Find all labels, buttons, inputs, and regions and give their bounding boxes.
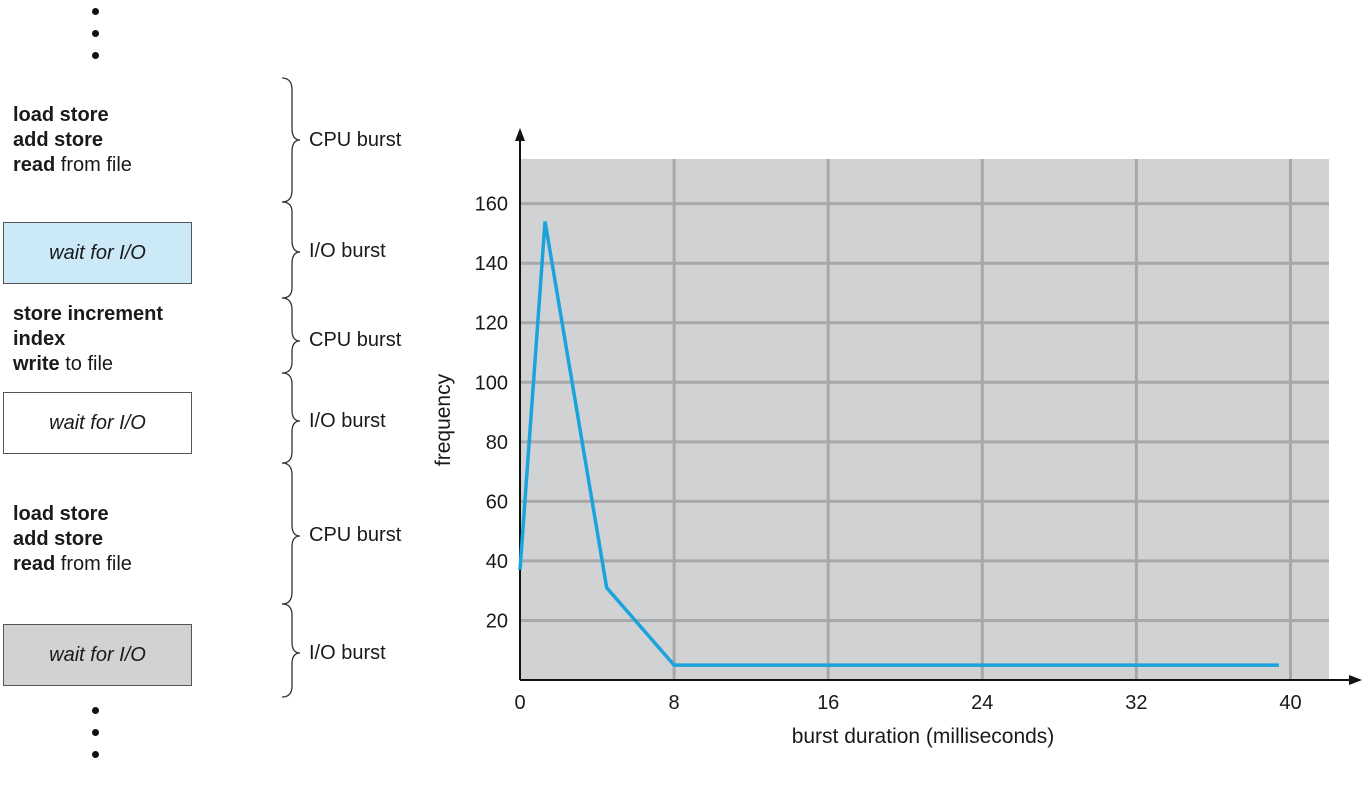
- instruction: add store: [13, 528, 104, 550]
- instruction-operand: to file: [59, 353, 114, 375]
- y-tick-label: 120: [475, 313, 508, 335]
- instruction: write: [13, 353, 60, 375]
- cpu-instructions-1: load store add store read from file: [13, 103, 132, 178]
- brace-io-1: [281, 201, 301, 299]
- brace-io-2: [281, 372, 301, 464]
- continuation-dots-bottom: [92, 707, 104, 773]
- io-burst-label: I/O burst: [309, 642, 386, 664]
- io-wait-box-3: wait for I/O: [3, 624, 192, 686]
- dot: [92, 30, 99, 37]
- instruction: load store: [13, 503, 109, 525]
- dot: [92, 751, 99, 758]
- axes: [515, 128, 1362, 685]
- grid: [520, 159, 1329, 680]
- cpu-burst-label: CPU burst: [309, 329, 402, 351]
- y-tick-label: 160: [475, 194, 508, 216]
- y-tick-label: 40: [486, 551, 508, 573]
- io-wait-box-1: wait for I/O: [3, 222, 192, 284]
- y-tick-label: 100: [475, 372, 508, 394]
- cpu-burst-label: CPU burst: [309, 524, 402, 546]
- instruction: read: [13, 553, 56, 575]
- y-tick-label: 60: [486, 491, 508, 513]
- series: [518, 221, 1280, 667]
- y-tick-label: 80: [486, 432, 508, 454]
- x-axis-arrowhead: [1349, 675, 1362, 685]
- instruction: index: [13, 328, 66, 350]
- instruction: add store: [13, 129, 104, 151]
- x-axis-label: burst duration (milliseconds): [792, 725, 1055, 748]
- x-tick-label: 16: [817, 692, 839, 714]
- instruction-operand: from file: [55, 553, 132, 575]
- instruction-operand: from file: [55, 154, 132, 176]
- io-wait-box-2: wait for I/O: [3, 392, 192, 454]
- brace-cpu-3: [281, 462, 301, 605]
- io-burst-label: I/O burst: [309, 240, 386, 262]
- io-wait-label: wait for I/O: [49, 241, 146, 264]
- tick-labels: 0 8 16 24 32 40 20 40 60 80 100 120 140 160: [475, 194, 1302, 714]
- io-wait-label: wait for I/O: [49, 411, 146, 434]
- x-tick-label: 0: [514, 692, 525, 714]
- cpu-instructions-3: load store add store read from file: [13, 502, 132, 577]
- brace-cpu-1: [281, 77, 301, 203]
- y-tick-label: 140: [475, 253, 508, 275]
- io-burst-label: I/O burst: [309, 410, 386, 432]
- x-tick-label: 24: [971, 692, 993, 714]
- dot: [92, 52, 99, 59]
- y-axis-arrowhead: [515, 128, 525, 141]
- plot-area: [520, 159, 1329, 680]
- instruction: read: [13, 154, 56, 176]
- x-tick-label: 40: [1279, 692, 1301, 714]
- cpu-instructions-2: store increment index write to file: [13, 302, 163, 377]
- dot: [92, 8, 99, 15]
- cpu-io-burst-sequence: load store add store read from file wait…: [0, 0, 430, 795]
- x-tick-label: 8: [669, 692, 680, 714]
- instruction: load store: [13, 104, 109, 126]
- x-tick-label: 32: [1125, 692, 1147, 714]
- io-wait-label: wait for I/O: [49, 643, 146, 666]
- instruction: store increment: [13, 303, 164, 325]
- brace-io-3: [281, 603, 301, 698]
- cpu-burst-label: CPU burst: [309, 129, 402, 151]
- y-tick-label: 20: [486, 610, 508, 632]
- y-axis-label: frequency: [432, 373, 455, 466]
- continuation-dots-top: [92, 8, 104, 74]
- brace-cpu-2: [281, 297, 301, 374]
- burst-braces: [281, 77, 301, 698]
- dot: [92, 729, 99, 736]
- dot: [92, 707, 99, 714]
